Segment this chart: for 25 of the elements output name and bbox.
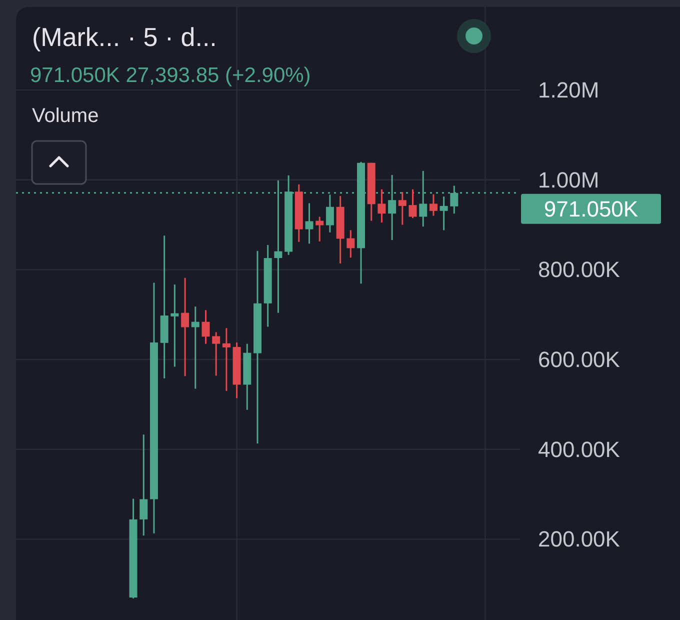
candlestick	[316, 216, 324, 242]
candlestick	[440, 196, 448, 231]
y-tick-label: 600.00K	[538, 347, 620, 372]
y-tick-label: 1.00M	[538, 167, 600, 192]
candlestick	[429, 194, 438, 217]
candlestick	[305, 202, 314, 244]
text: 971.050K 27,393.85 (+2.90%)	[30, 64, 311, 87]
y-tick-label: 200.00K	[538, 526, 620, 552]
candlestick	[346, 229, 355, 258]
y-tick-label: 800.00K	[538, 257, 620, 282]
candlestick	[378, 188, 386, 224]
candlestick	[398, 191, 406, 226]
candlestick	[212, 331, 220, 376]
y-tick-label: 400.00K	[538, 436, 620, 462]
candlestick	[202, 309, 210, 345]
candlestick	[408, 188, 417, 219]
candlestick	[140, 434, 148, 536]
candlestick	[181, 277, 190, 377]
candlestick	[170, 284, 179, 368]
candlestick	[222, 327, 230, 392]
text: (Mark... · 5 · d...	[32, 22, 217, 52]
candlestick	[191, 306, 200, 390]
y-tick-label: 1.20M	[538, 78, 600, 103]
text: Volume	[32, 105, 99, 127]
ref-line-label: 971.050K	[544, 196, 638, 222]
